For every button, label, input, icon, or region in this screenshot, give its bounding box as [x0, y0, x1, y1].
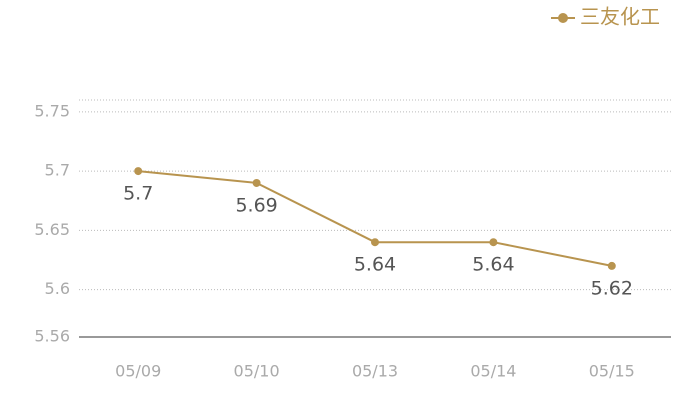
- y-tick-label: 5.6: [45, 279, 70, 298]
- x-tick-label: 05/09: [115, 362, 161, 381]
- x-tick-label: 05/13: [352, 362, 398, 381]
- point: [252, 178, 261, 187]
- y-tick-label: 5.7: [45, 161, 70, 180]
- value-label: 5.62: [591, 277, 633, 299]
- point: [371, 238, 379, 247]
- x-tick-label: 05/10: [234, 362, 280, 381]
- value-label: 5.64: [472, 254, 514, 276]
- line: [138, 170, 612, 267]
- y-tick-label: 5.56: [34, 327, 70, 346]
- legend-marker: [558, 13, 568, 23]
- x-tick-label: 05/14: [470, 362, 516, 381]
- value-label: 5.69: [235, 194, 277, 216]
- point: [489, 238, 498, 247]
- point: [607, 261, 616, 270]
- y-tick-label: 5.65: [34, 220, 70, 239]
- point: [134, 167, 143, 176]
- value-label: 5.7: [123, 183, 153, 205]
- value-label: 5.64: [354, 254, 396, 276]
- legend-label: 三友化工: [580, 5, 660, 29]
- x-tick-label: 05/15: [589, 362, 635, 381]
- y-tick-label: 5.75: [34, 101, 70, 120]
